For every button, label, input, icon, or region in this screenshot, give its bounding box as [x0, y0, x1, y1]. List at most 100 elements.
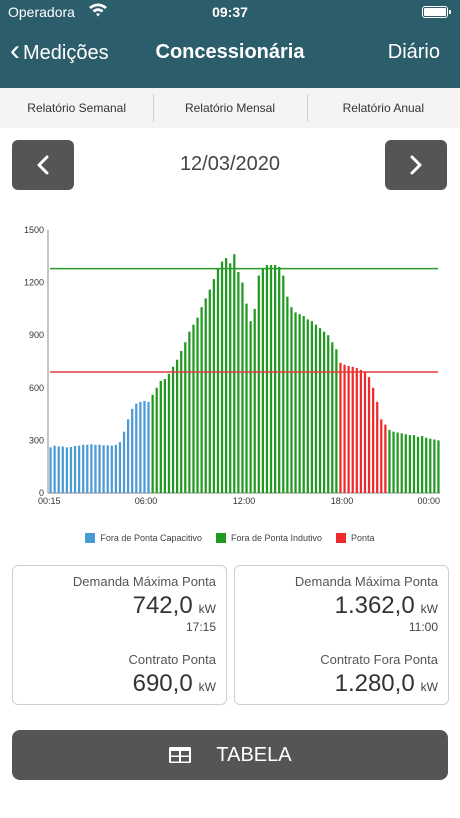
chart-bar [57, 446, 60, 493]
chart-bar [339, 362, 342, 493]
max-demand-time: 17:15 [185, 620, 216, 634]
x-tick-label: 12:00 [233, 496, 256, 506]
chart-bar [433, 439, 436, 493]
legend-swatch-ponta [336, 533, 347, 543]
chart-bar [347, 366, 350, 493]
chart-bar [335, 349, 338, 493]
chart-bar [237, 272, 240, 493]
chevron-right-icon [410, 155, 422, 175]
chart-bar [314, 324, 318, 493]
y-tick-label: 1500 [24, 225, 44, 235]
chart-bar [416, 436, 420, 493]
chart-bar [286, 296, 289, 493]
chart-bar [290, 307, 293, 493]
demand-chart: 0 300 600 900 1200 1500 00:15 06:00 12:00 18:00 00… [24, 225, 440, 506]
chart-bar [412, 435, 416, 493]
chart-bar [192, 324, 195, 493]
daily-button[interactable]: Diário [387, 41, 440, 63]
chart-bar [269, 265, 273, 493]
chart-bar [388, 429, 391, 493]
chart-bar [392, 431, 395, 493]
chart-bar [302, 315, 305, 493]
legend-item-indutivo: Fora de Ponta Indutivo [215, 530, 322, 546]
chart-bar [139, 401, 142, 493]
chart-bar [73, 446, 77, 493]
chart-bar [110, 445, 113, 493]
legend-swatch-indutivo [215, 533, 226, 543]
chart-bar [69, 447, 73, 493]
chart-bar [65, 447, 68, 493]
chart-bar [49, 447, 52, 493]
max-demand-value: 742,0 kW [133, 592, 216, 620]
y-tick-label: 1200 [24, 278, 44, 288]
contract-label: Contrato Ponta [128, 652, 216, 667]
legend-item-ponta: Ponta [336, 530, 375, 546]
chart-bar [167, 373, 171, 493]
chart-bar [310, 321, 313, 493]
chart-bar [249, 321, 252, 493]
carrier-label: Operadora [8, 4, 75, 20]
chart-bar [225, 258, 228, 493]
status-time: 09:37 [212, 4, 248, 20]
chart-bar [180, 350, 183, 493]
chart-bar [359, 369, 362, 493]
chart-bar [53, 445, 56, 493]
chart-bar [229, 263, 232, 493]
chart-bar [102, 445, 105, 493]
chart-bar [176, 359, 179, 493]
chart-bar [265, 265, 269, 493]
chart-bar [241, 282, 244, 493]
chart-bar [351, 366, 354, 493]
chart-bar [159, 380, 162, 493]
y-tick-label: 900 [29, 330, 44, 340]
table-button[interactable]: TABELA [12, 730, 448, 780]
previous-day-button[interactable] [12, 140, 74, 190]
next-day-button[interactable] [385, 140, 447, 190]
chart-bar [86, 444, 89, 493]
contract-label: Contrato Fora Ponta [320, 652, 438, 667]
chart-bar [278, 266, 281, 493]
x-tick-label: 00:00 [417, 496, 440, 506]
chart-bar [245, 303, 248, 493]
x-tick-label: 06:00 [135, 496, 158, 506]
back-button[interactable]: ‹ Medições [10, 36, 109, 70]
chart-bar [171, 366, 175, 493]
chart-bar [404, 434, 407, 493]
contract-unit: kW [198, 680, 216, 694]
chart-bar [294, 312, 297, 493]
tab-yearly-report[interactable]: Relatório Anual [306, 88, 460, 128]
tab-monthly-report[interactable]: Relatório Mensal [153, 88, 306, 128]
chart-bar [151, 394, 154, 493]
chart-bar [429, 438, 432, 493]
tab-weekly-report[interactable]: Relatório Semanal [27, 101, 127, 115]
date-navigator: 12/03/2020 [0, 140, 460, 190]
chart-bar [253, 308, 256, 493]
contract-number: 1.280,0 [334, 670, 415, 697]
chart-bar [208, 289, 211, 493]
chart-bar [437, 440, 440, 493]
chart-bar [143, 400, 146, 493]
contract-value: 1.280,0 kW [335, 670, 438, 698]
chart-bar [204, 298, 207, 493]
chart-bar [274, 265, 277, 493]
chart-bar [355, 368, 358, 493]
chart-bar [282, 275, 285, 493]
chart-bar [327, 335, 330, 493]
chart-bar [363, 372, 367, 493]
chart-bar [122, 431, 126, 493]
max-demand-label: Demanda Máxima Ponta [72, 574, 216, 589]
chart-bar [261, 268, 264, 493]
x-tick-label: 00:15 [38, 496, 61, 506]
max-demand-number: 742,0 [132, 592, 193, 619]
chart-bar [331, 342, 334, 493]
chart-bar [106, 445, 109, 493]
max-demand-time: 11:00 [408, 620, 438, 634]
chart-bar [318, 328, 322, 493]
chevron-left-icon [37, 155, 49, 175]
legend-label-ponta: Ponta [351, 533, 375, 543]
chart-bar [196, 317, 199, 493]
x-tick-label: 18:00 [331, 496, 354, 506]
chart-bar [257, 275, 260, 493]
chart-bar [184, 342, 187, 493]
max-demand-number: 1.362,0 [334, 592, 415, 619]
